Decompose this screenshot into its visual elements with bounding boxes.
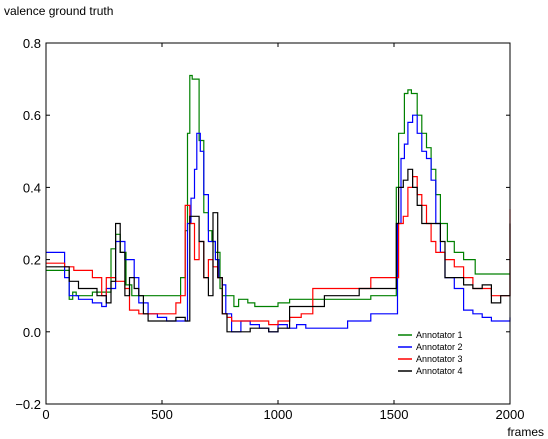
series-line-annotator-1: [46, 74, 510, 308]
x-tick-label: 500: [151, 407, 173, 422]
legend-label-annotator-2: Annotator 2: [416, 342, 463, 352]
legend: Annotator 1 Annotator 2 Annotator 3 Annotat…: [398, 330, 463, 376]
y-tick-label: 0.4: [23, 180, 41, 195]
y-axis-label: valence ground truth: [4, 4, 113, 18]
series-layer: [46, 74, 511, 333]
y-tick-label: −0.2: [15, 397, 41, 412]
legend-label-annotator-1: Annotator 1: [416, 330, 463, 340]
x-tick-label: 2000: [496, 407, 525, 422]
y-tick-label: 0.6: [23, 108, 41, 123]
x-tick-label: 0: [42, 407, 49, 422]
y-tick-label: 0.2: [23, 253, 41, 268]
series-line-annotator-4: [46, 168, 511, 333]
axis-ticks: 0 500 1000 1500 2000 −0.2 0.0 0.2 0.4 0.6 0.8: [15, 36, 524, 422]
x-tick-label: 1500: [380, 407, 409, 422]
x-tick-label: 1000: [264, 407, 293, 422]
legend-label-annotator-4: Annotator 4: [416, 366, 463, 376]
x-axis-label: frames: [507, 425, 544, 439]
series-line-annotator-2: [46, 114, 511, 333]
y-tick-label: 0.8: [23, 36, 41, 51]
y-tick-label: 0.0: [23, 325, 41, 340]
legend-label-annotator-3: Annotator 3: [416, 354, 463, 364]
